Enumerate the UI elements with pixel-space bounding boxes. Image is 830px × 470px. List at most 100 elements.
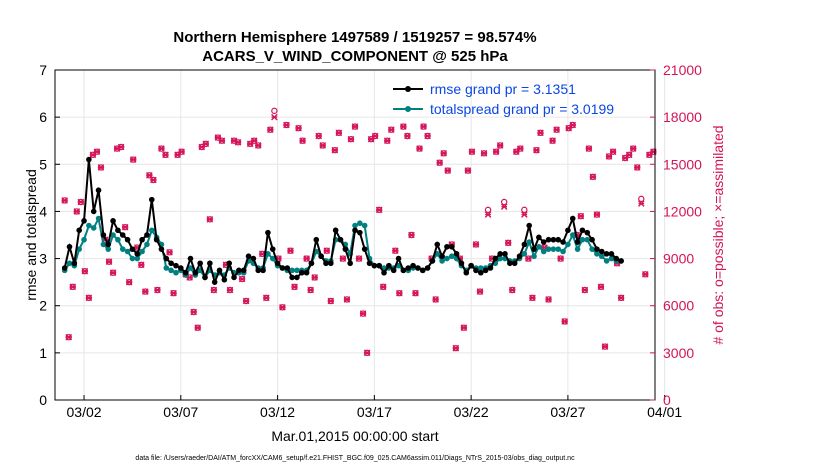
rmse-point bbox=[226, 260, 232, 267]
obs-assimilated-point bbox=[492, 148, 500, 156]
rmse-point bbox=[516, 253, 523, 260]
spread-point bbox=[550, 246, 557, 252]
rmse-point bbox=[473, 267, 479, 274]
obs-assimilated-point bbox=[351, 123, 359, 130]
obs-possible-point bbox=[484, 206, 492, 214]
obs-assimilated-point bbox=[69, 283, 77, 291]
obs-assimilated-point bbox=[581, 286, 589, 294]
spread-point bbox=[531, 253, 537, 260]
rmse-point bbox=[405, 265, 412, 271]
rmse-point bbox=[526, 222, 532, 229]
spread-point bbox=[76, 246, 82, 252]
rmse-point bbox=[255, 267, 262, 274]
obs-assimilated-point bbox=[557, 255, 564, 262]
spread-point bbox=[497, 255, 503, 262]
obs-assimilated-point bbox=[93, 148, 101, 156]
rmse-point bbox=[415, 265, 421, 271]
obs-assimilated-point bbox=[537, 129, 544, 137]
rmse-point bbox=[453, 251, 460, 257]
obs-assimilated-point bbox=[379, 283, 387, 291]
rmse-point bbox=[565, 227, 571, 234]
rmse-point bbox=[274, 260, 281, 267]
rmse-point bbox=[284, 265, 291, 271]
spread-point bbox=[173, 269, 179, 276]
y-left-axis-label: rmse and totalspread bbox=[23, 169, 39, 301]
rmse-point bbox=[313, 236, 320, 243]
spread-point bbox=[115, 236, 121, 243]
rmse-point bbox=[303, 269, 310, 276]
rmse-point bbox=[589, 236, 595, 243]
obs-assimilated-point bbox=[404, 132, 411, 140]
obs-assimilated-point bbox=[279, 303, 286, 311]
rmse-point bbox=[390, 267, 397, 274]
obs-assimilated-point bbox=[283, 121, 290, 129]
rmse-point bbox=[337, 236, 344, 243]
spread-point bbox=[187, 265, 194, 271]
spread-point bbox=[129, 255, 136, 262]
obs-assimilated-point bbox=[521, 211, 528, 218]
rmse-point bbox=[269, 246, 276, 252]
rmse-point bbox=[240, 267, 247, 274]
rmse-point bbox=[90, 208, 97, 215]
obs-assimilated-point bbox=[533, 146, 540, 154]
obs-assimilated-point bbox=[642, 270, 649, 278]
spread-point bbox=[598, 253, 605, 260]
plot-frame bbox=[54, 69, 656, 401]
rmse-point bbox=[545, 236, 552, 243]
obs-assimilated-point bbox=[633, 164, 641, 171]
rmse-point bbox=[153, 236, 160, 243]
rmse-point bbox=[502, 251, 508, 257]
obs-assimilated-point bbox=[440, 149, 448, 157]
rmse-point bbox=[439, 253, 445, 260]
rmse-point bbox=[550, 236, 557, 243]
spread-point bbox=[352, 222, 358, 229]
obs-assimilated-point bbox=[125, 278, 133, 286]
obs-assimilated-point bbox=[396, 289, 403, 297]
obs-assimilated-point bbox=[109, 269, 117, 277]
rmse-point bbox=[119, 232, 126, 238]
spread-point bbox=[444, 255, 450, 262]
rmse-point bbox=[613, 255, 620, 262]
rmse-point bbox=[134, 251, 141, 257]
obs-assimilated-point bbox=[609, 148, 617, 156]
spread-point bbox=[589, 246, 595, 252]
rmse-point bbox=[71, 260, 78, 267]
spread-point bbox=[574, 246, 581, 252]
spread-point bbox=[139, 248, 145, 255]
obs-assimilated-point bbox=[476, 288, 484, 295]
y-left-tick-label: 2 bbox=[39, 298, 47, 314]
obs-assimilated-point bbox=[311, 274, 318, 281]
spread-point bbox=[603, 258, 610, 264]
spread-point bbox=[66, 260, 73, 267]
obs-assimilated-point bbox=[242, 297, 250, 305]
y-right-tick-label: 0 bbox=[663, 392, 671, 408]
y-left-tick-label: 6 bbox=[39, 109, 47, 125]
rmse-point bbox=[105, 241, 112, 248]
rmse-point bbox=[124, 236, 131, 243]
y-right-tick-label: 12000 bbox=[663, 203, 702, 219]
y-right-ticks: 0 3000 6000 9000 12000 15000 18000 21000 bbox=[650, 62, 702, 408]
rmse-point bbox=[608, 251, 615, 257]
y-right-axis-label: # of obs: o=possible; ×=assimilated bbox=[710, 125, 726, 344]
obs-assimilated-point bbox=[154, 286, 161, 294]
y-right-tick-label: 21000 bbox=[663, 62, 702, 78]
obs-assimilated-point bbox=[142, 288, 149, 295]
y-left-tick-label: 0 bbox=[39, 392, 47, 408]
y-right-tick-label: 6000 bbox=[663, 298, 694, 314]
obs-assimilated-point bbox=[129, 156, 137, 163]
spread-point bbox=[144, 241, 150, 248]
y-left-tick-label: 3 bbox=[39, 251, 47, 267]
obs-assimilated-point bbox=[158, 145, 165, 152]
rmse-point bbox=[265, 229, 271, 236]
spread-point bbox=[526, 239, 532, 245]
spread-point bbox=[521, 251, 528, 257]
spread-point bbox=[608, 255, 615, 262]
obs-assimilated-point bbox=[97, 164, 105, 171]
rmse-point bbox=[511, 260, 518, 267]
x-tick-label: 03/22 bbox=[454, 404, 489, 420]
obs-assimilated-point bbox=[480, 149, 488, 157]
rmse-point bbox=[598, 248, 605, 255]
obs-assimilated-point bbox=[347, 135, 355, 143]
y-left-tick-label: 7 bbox=[39, 62, 47, 78]
obs-assimilated-point bbox=[162, 151, 169, 159]
